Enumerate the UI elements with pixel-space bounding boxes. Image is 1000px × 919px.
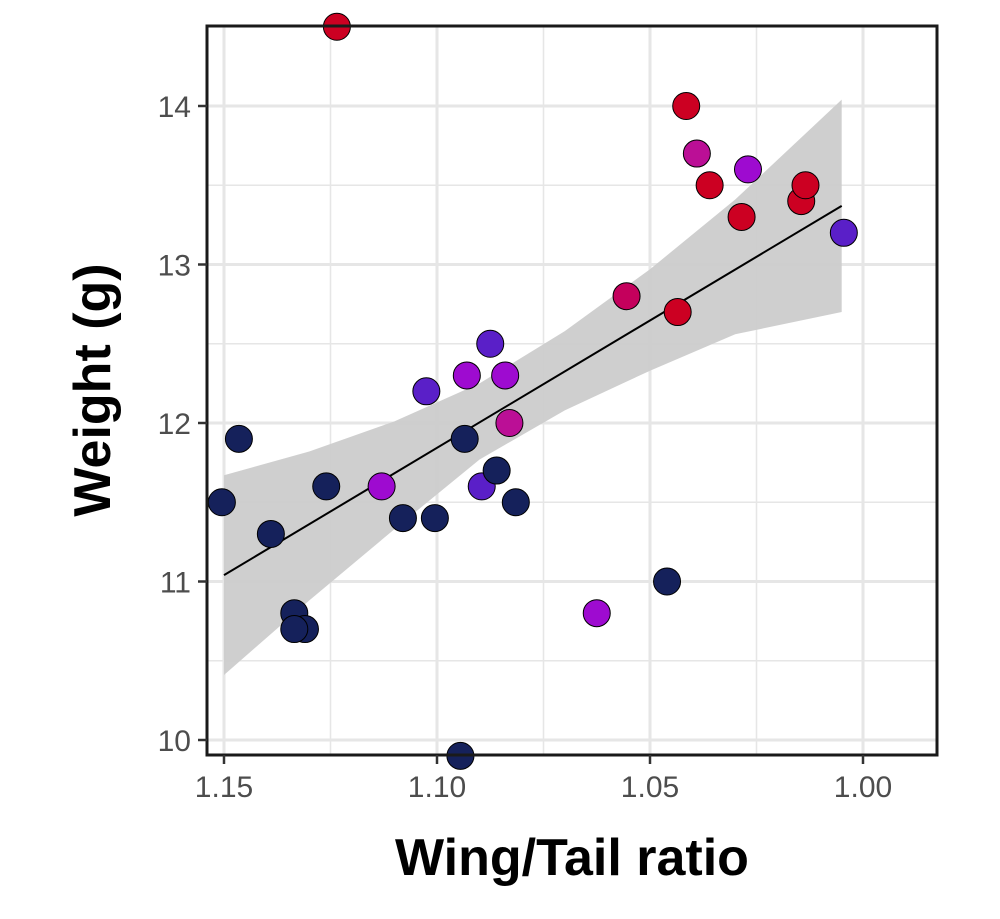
- data-point: [388, 504, 417, 533]
- data-point: [420, 504, 449, 533]
- data-point: [727, 202, 756, 231]
- x-tick-label: 1.00: [834, 771, 892, 804]
- data-point: [791, 171, 820, 200]
- data-point: [312, 472, 341, 501]
- data-point: [367, 472, 396, 501]
- x-tick-label: 1.05: [621, 771, 679, 804]
- x-axis-title: Wing/Tail ratio: [395, 829, 749, 887]
- data-point: [207, 488, 236, 517]
- y-tick-label: 12: [158, 408, 191, 441]
- data-points: [207, 12, 858, 770]
- x-tick-label: 1.10: [408, 771, 466, 804]
- data-point: [450, 424, 479, 453]
- y-axis-ticks: 10 11 12 13 14: [158, 91, 207, 758]
- y-tick-label: 14: [158, 91, 191, 124]
- x-axis-ticks: 1.15 1.10 1.05 1.00: [195, 755, 892, 804]
- data-point: [501, 488, 530, 517]
- data-point: [224, 424, 253, 453]
- plot-frame: [205, 24, 939, 757]
- data-point: [682, 139, 711, 168]
- data-point: [495, 409, 524, 437]
- y-tick-label: 10: [158, 725, 191, 758]
- y-tick-label: 13: [158, 250, 191, 283]
- data-point: [829, 218, 858, 247]
- data-point: [476, 329, 505, 358]
- data-point: [256, 519, 285, 548]
- data-point: [280, 615, 309, 644]
- trend-line: [223, 204, 843, 577]
- x-tick-label: 1.15: [195, 771, 253, 804]
- data-point: [672, 92, 701, 120]
- data-point: [695, 171, 724, 200]
- y-axis-title: Weight (g): [64, 263, 122, 516]
- data-point: [491, 361, 520, 390]
- data-point: [612, 282, 641, 311]
- data-point: [412, 377, 441, 406]
- data-point: [482, 456, 511, 485]
- data-point: [663, 298, 692, 327]
- data-point: [452, 361, 481, 390]
- data-point: [733, 155, 762, 184]
- y-tick-label: 11: [160, 567, 191, 600]
- data-point: [653, 567, 682, 596]
- data-point: [582, 599, 611, 628]
- confidence-band: [224, 99, 842, 676]
